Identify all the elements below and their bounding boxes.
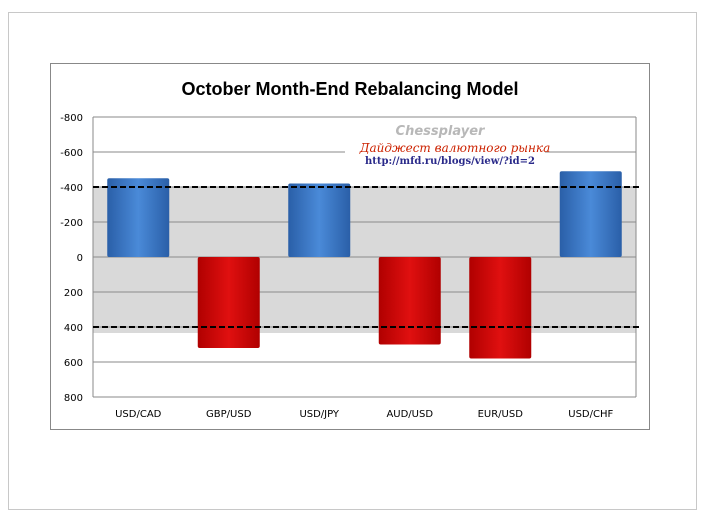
x-tick-label: GBP/USD [206,409,252,420]
y-tick-label: 0 [77,253,83,264]
y-tick-label: -800 [60,113,83,124]
bar-eur-usd [469,257,532,359]
y-tick-label: -200 [60,218,83,229]
bar-aud-usd [378,257,441,345]
bar-usd-chf [559,171,622,257]
watermark-name: Chessplayer [396,124,487,139]
bar-usd-cad [107,178,170,257]
x-tick-label: USD/CHF [568,409,613,420]
y-tick-label: 800 [64,393,83,404]
x-tick-label: USD/JPY [299,409,339,420]
page-frame [8,12,697,510]
chart-title: October Month-End Rebalancing Model [182,79,519,99]
bar-usd-jpy [288,183,351,257]
y-tick-label: 400 [64,323,83,334]
y-tick-label: 200 [64,288,83,299]
x-tick-label: AUD/USD [386,409,433,420]
watermark-url: http://mfd.ru/blogs/view/?id=2 [365,156,535,167]
watermark-subtitle: Дайджест валютного рынка [359,141,551,155]
x-tick-label: EUR/USD [478,409,524,420]
y-tick-label: -600 [60,148,83,159]
y-tick-label: -400 [60,183,83,194]
bar-gbp-usd [197,257,260,348]
y-tick-label: 600 [64,358,83,369]
watermark: Chessplayer Дайджест валютного рынка htt… [345,120,550,168]
tolerance-band [93,187,636,333]
x-tick-label: USD/CAD [115,409,162,420]
